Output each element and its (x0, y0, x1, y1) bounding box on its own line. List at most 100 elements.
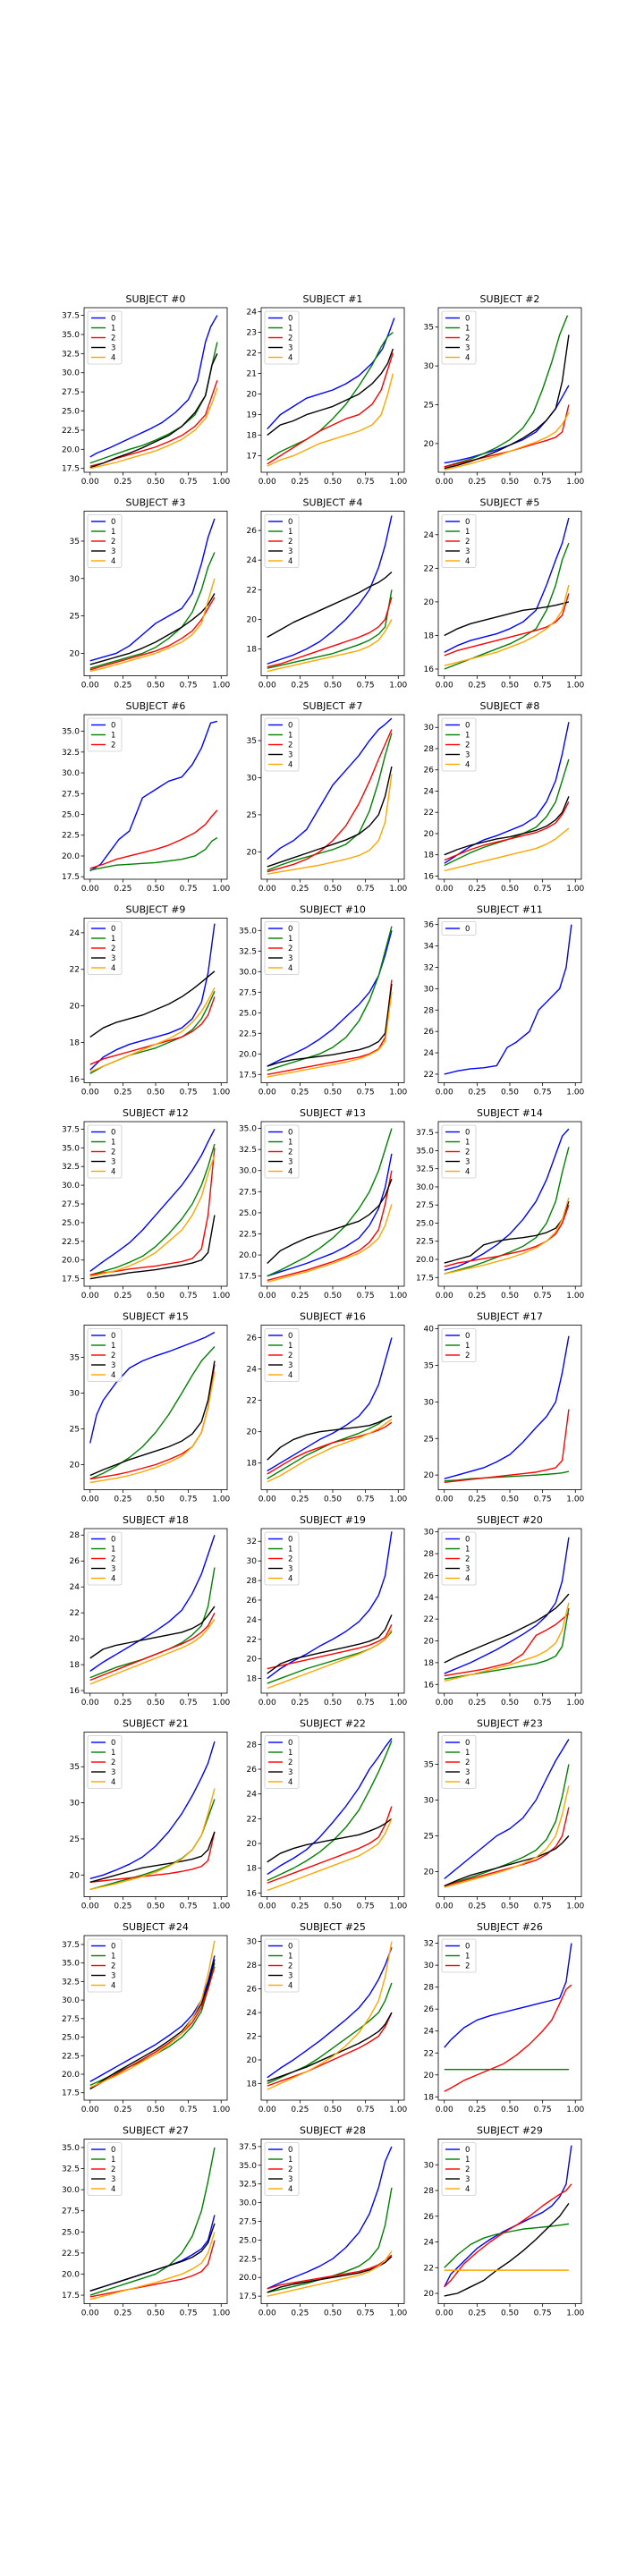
x-tick-label: 1.00 (212, 1292, 230, 1301)
x-tick-label: 0.25 (114, 478, 131, 487)
series-line-1 (89, 2147, 216, 2296)
y-tick-label: 16 (424, 872, 435, 881)
y-tick-label: 18 (247, 1460, 258, 1469)
x-tick-label: 0.50 (501, 2309, 519, 2318)
series-line-1 (89, 990, 216, 1074)
x-tick-label: 0.50 (147, 682, 165, 691)
x-tick-label: 1.00 (566, 2309, 584, 2318)
x-tick-label: 0.50 (501, 682, 519, 691)
series-line-4 (444, 1197, 570, 1275)
y-tick-label: 28 (70, 1531, 80, 1540)
y-tick-label: 22 (247, 586, 257, 595)
y-tick-label: 35 (424, 1761, 434, 1770)
subplot-13: SUBJECT #13 0.00 0.25 0.50 0.75 1.00 17.5 20.0 2… (239, 1107, 408, 1301)
y-tick-label: 18 (247, 432, 258, 441)
y-tick-label: 27.5 (62, 2015, 80, 2024)
legend-label: 2 (465, 1962, 470, 1971)
x-tick-label: 0.75 (180, 1089, 198, 1097)
series-group (444, 1128, 570, 1275)
y-tick-label: 30.0 (62, 1996, 80, 2005)
legend-label: 1 (288, 1749, 292, 1758)
subplot-25: SUBJECT #250.00 0.25 0.50 0.75 1.00182022242… (247, 1921, 408, 2114)
x-tick-label: 0.00 (258, 885, 276, 894)
y-tick-label: 20.0 (62, 2071, 80, 2080)
y-tick-label: 26 (424, 1028, 435, 1037)
x-tick-label: 0.50 (147, 1292, 165, 1301)
x-tick-label: 0.25 (291, 1699, 309, 1707)
y-tick-label: 35.0 (62, 1960, 80, 1969)
series-line-2 (267, 1624, 393, 1670)
legend-label: 0 (465, 1332, 470, 1341)
legend-label: 1 (111, 325, 115, 334)
y-tick-label: 20 (70, 649, 80, 658)
y-tick-label: 34 (424, 943, 435, 952)
x-tick-label: 0.25 (114, 2309, 131, 2318)
y-tick-label: 20 (247, 2056, 258, 2065)
x-tick-label: 0.00 (436, 885, 453, 894)
x-tick-label: 0.00 (81, 1496, 99, 1504)
x-tick-label: 0.75 (180, 885, 198, 894)
y-tick-label: 22.5 (62, 427, 80, 436)
y-tick-label: 22.5 (62, 2250, 80, 2258)
series-line-3 (267, 1415, 393, 1461)
subplot-title: SUBJECT #1 (303, 293, 363, 305)
y-tick-label: 32.5 (239, 947, 257, 956)
y-tick-label: 24 (70, 929, 80, 938)
y-tick-label: 30 (247, 1557, 258, 1566)
y-tick-label: 32 (424, 1940, 434, 1949)
x-tick-label: 0.00 (258, 1902, 276, 1911)
x-tick-label: 1.00 (389, 1496, 407, 1504)
series-line-1 (444, 758, 570, 867)
series-group (267, 2146, 393, 2297)
subplot-title: SUBJECT #19 (300, 1514, 366, 1526)
series-line-0 (444, 924, 572, 1075)
subplot-19: SUBJECT #190.00 0.25 0.50 0.75 1.00182022242… (247, 1514, 408, 1707)
subplot-24: SUBJECT #24 0.00 0.25 0.50 0.75 1.00 17.5 20.0 2… (62, 1921, 231, 2114)
legend-label: 4 (111, 964, 115, 973)
series-line-2 (444, 1807, 570, 1887)
y-tick-label: 30 (70, 1800, 80, 1809)
legend-label: 1 (465, 1342, 470, 1351)
x-tick-label: 0.50 (324, 2106, 342, 2114)
y-tick-label: 30.0 (239, 968, 257, 977)
series-group (89, 923, 216, 1074)
y-tick-label: 37.5 (62, 1125, 80, 1134)
x-tick-label: 0.75 (180, 1902, 198, 1911)
legend-label: 3 (465, 1565, 470, 1574)
series-line-1 (267, 926, 393, 1072)
y-tick-label: 32.5 (62, 1978, 80, 1987)
series-line-2 (89, 996, 216, 1065)
legend-label: 1 (465, 528, 470, 537)
legend-label: 4 (288, 761, 292, 770)
legend-label: 1 (465, 1749, 470, 1758)
y-tick-label: 28 (424, 1984, 435, 1993)
series-line-3 (444, 796, 570, 856)
series-group (444, 2145, 572, 2297)
y-tick-label: 35 (70, 1763, 80, 1772)
y-tick-label: 32.5 (62, 749, 80, 758)
x-tick-label: 0.75 (180, 2106, 198, 2114)
y-tick-label: 17.5 (62, 873, 80, 882)
legend-label: 3 (288, 954, 292, 963)
x-tick-label: 0.75 (180, 1699, 198, 1707)
y-tick-label: 26 (424, 2005, 435, 2014)
series-line-0 (89, 1331, 216, 1444)
series-line-4 (89, 578, 216, 673)
legend-label: 2 (288, 538, 292, 547)
legend-label: 3 (465, 1768, 470, 1777)
series-line-3 (89, 2223, 216, 2292)
x-tick-label: 1.00 (212, 1902, 230, 1911)
legend-label: 1 (288, 2156, 292, 2165)
legend-label: 2 (288, 945, 292, 953)
y-tick-label: 32.5 (239, 1146, 257, 1155)
subplot-15: SUBJECT #150.00 0.25 0.50 0.75 1.00202530350… (70, 1311, 231, 1504)
x-tick-label: 0.75 (534, 1902, 552, 1911)
y-tick-label: 25.0 (62, 408, 80, 417)
legend-label: 4 (465, 1575, 470, 1584)
x-tick-label: 0.50 (324, 478, 342, 487)
legend-label: 1 (288, 1139, 292, 1148)
x-tick-label: 0.50 (324, 1089, 342, 1097)
